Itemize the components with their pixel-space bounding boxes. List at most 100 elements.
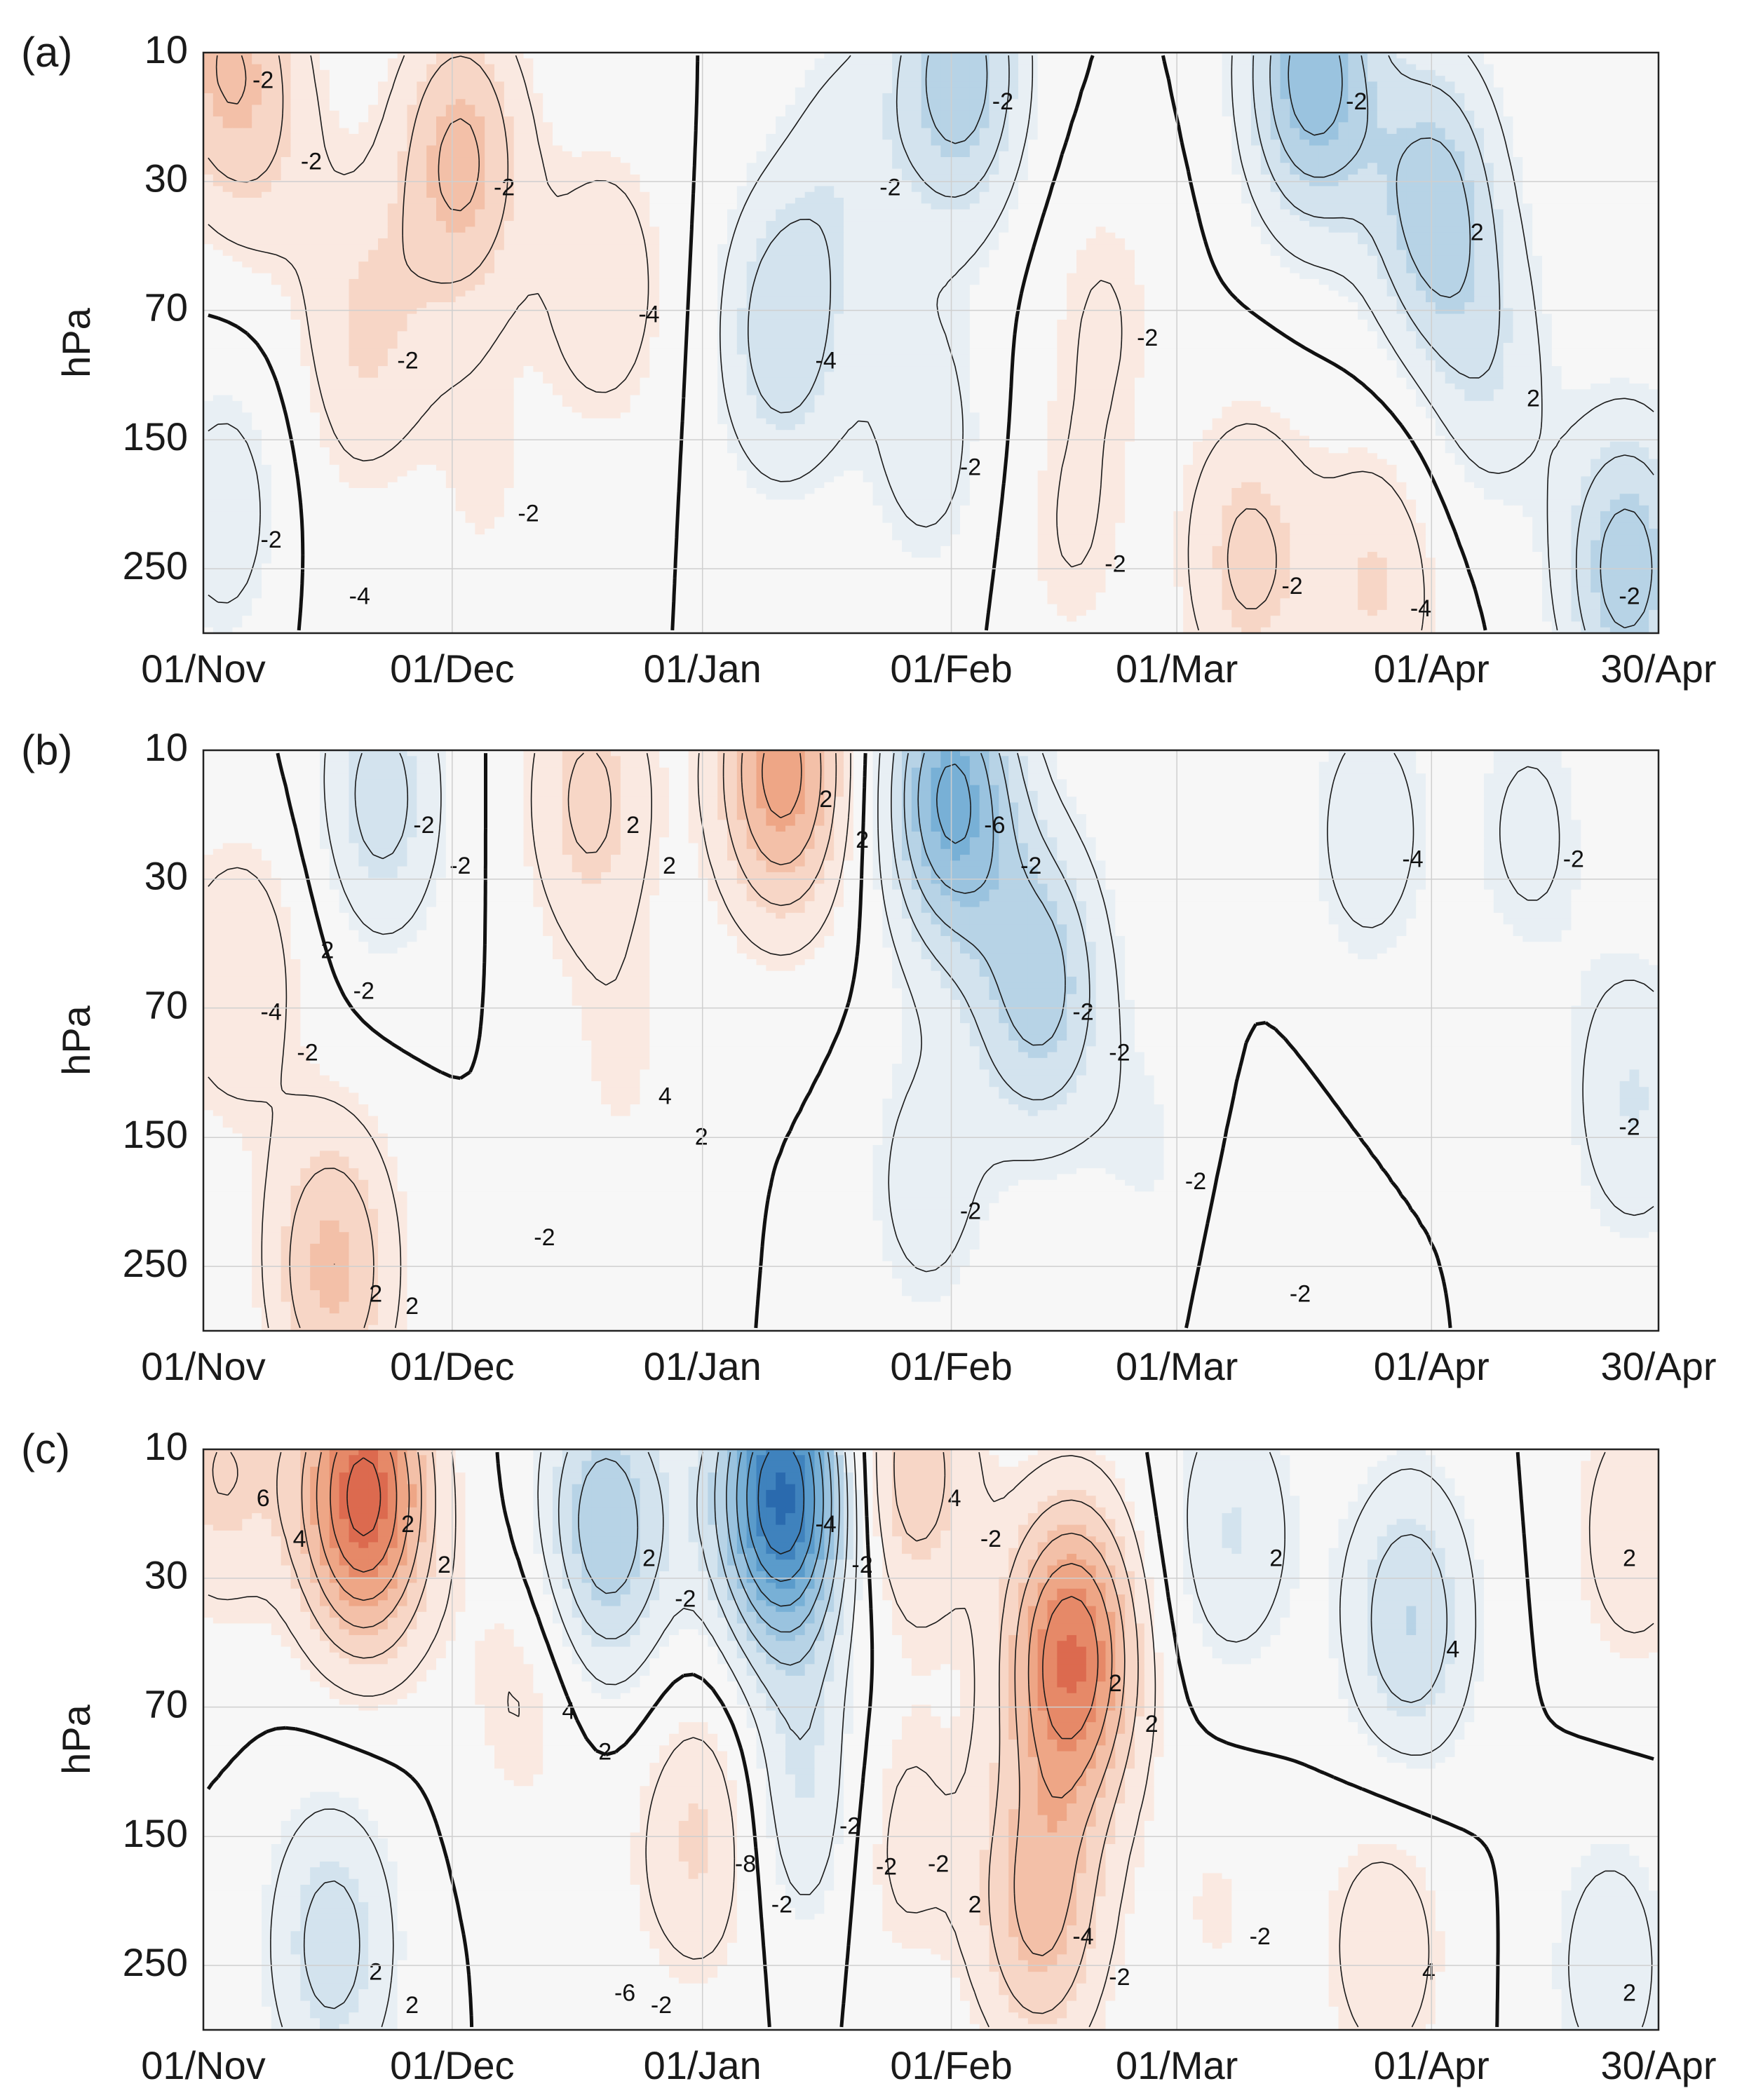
heatmap-cell — [872, 53, 883, 59]
heatmap-cell — [1241, 104, 1252, 111]
heatmap-cell — [1057, 215, 1067, 222]
heatmap-cell — [1163, 215, 1174, 222]
heatmap-cell — [475, 128, 485, 135]
heatmap-cell — [504, 151, 515, 158]
heatmap-cell — [1590, 93, 1601, 100]
heatmap-cell — [1367, 163, 1378, 170]
heatmap-cell — [562, 116, 573, 123]
heatmap-cell — [1338, 81, 1349, 88]
heatmap-cell — [1600, 168, 1611, 175]
heatmap-cell — [950, 215, 961, 222]
heatmap-cell — [1348, 163, 1358, 170]
heatmap-cell — [1629, 104, 1640, 111]
heatmap-cell — [1008, 157, 1019, 163]
heatmap-cell — [1503, 198, 1514, 204]
heatmap-cell — [1193, 232, 1203, 239]
heatmap-cell — [1241, 168, 1252, 175]
heatmap-cell — [1406, 174, 1417, 181]
heatmap-cell — [902, 157, 912, 163]
heatmap-cell — [262, 69, 272, 76]
heatmap-cell — [678, 104, 689, 111]
heatmap-cell — [999, 69, 1009, 76]
heatmap-cell — [1212, 76, 1223, 82]
heatmap-cell — [1095, 151, 1107, 158]
heatmap-cell — [669, 215, 680, 222]
heatmap-cell — [727, 53, 738, 59]
heatmap-cell — [329, 238, 340, 245]
heatmap-cell — [475, 145, 485, 152]
heatmap-cell — [1435, 81, 1446, 88]
heatmap-cell — [349, 110, 359, 117]
heatmap-cell — [1590, 238, 1601, 245]
heatmap-cell — [1484, 226, 1494, 233]
heatmap-cell — [242, 180, 252, 187]
heatmap-cell — [281, 140, 292, 147]
heatmap-cell — [1057, 116, 1067, 123]
heatmap-cell — [1609, 157, 1621, 163]
heatmap-cell — [776, 191, 786, 198]
heatmap-cell — [1057, 122, 1067, 129]
heatmap-cell — [1551, 180, 1562, 187]
heatmap-cell — [620, 209, 631, 216]
heatmap-cell — [1522, 122, 1533, 129]
heatmap-cell — [1163, 93, 1174, 100]
heatmap-cell — [776, 140, 786, 147]
heatmap-cell — [776, 145, 786, 152]
heatmap-cell — [1018, 215, 1029, 222]
heatmap-cell — [1493, 198, 1504, 204]
heatmap-cell — [1348, 116, 1358, 123]
heatmap-cell — [1600, 81, 1611, 88]
heatmap-cell — [853, 133, 864, 140]
heatmap-cell — [397, 186, 408, 193]
heatmap-cell — [1581, 232, 1591, 239]
heatmap-cell — [1619, 163, 1630, 170]
heatmap-cell — [1406, 215, 1417, 222]
heatmap-cell — [1018, 221, 1029, 227]
heatmap-cell — [329, 186, 340, 193]
heatmap-cell — [999, 64, 1009, 71]
heatmap-cell — [1464, 145, 1475, 152]
heatmap-cell — [591, 232, 602, 239]
heatmap-cell — [1386, 209, 1398, 216]
heatmap-cell — [911, 226, 922, 233]
heatmap-cell — [465, 226, 475, 233]
heatmap-cell — [504, 104, 515, 111]
heatmap-cell — [1163, 128, 1174, 135]
heatmap-cell — [1619, 186, 1630, 193]
heatmap-cell — [1173, 76, 1184, 82]
heatmap-cell — [1076, 76, 1087, 82]
heatmap-cell — [455, 191, 466, 198]
heatmap-cell — [1435, 215, 1446, 222]
heatmap-cell — [659, 116, 670, 123]
heatmap-cell — [1309, 226, 1320, 233]
heatmap-cell — [378, 140, 389, 147]
heatmap-cell — [727, 145, 738, 152]
heatmap-cell — [824, 104, 835, 111]
heatmap-cell — [562, 157, 573, 163]
heatmap-cell — [814, 133, 825, 140]
heatmap-cell — [1057, 93, 1067, 100]
heatmap-cell — [562, 64, 573, 71]
heatmap-cell — [756, 58, 766, 65]
heatmap-cell — [1135, 163, 1145, 170]
heatmap-cell — [1649, 81, 1659, 88]
heatmap-cell — [1037, 186, 1048, 193]
heatmap-cell — [960, 180, 971, 187]
heatmap-cell — [1522, 76, 1533, 82]
heatmap-cell — [1027, 215, 1039, 222]
heatmap-cell — [1367, 128, 1378, 135]
heatmap-cell — [1590, 122, 1601, 129]
heatmap-cell — [1144, 99, 1155, 106]
heatmap-cell — [475, 180, 485, 187]
heatmap-cell — [553, 198, 563, 204]
heatmap-cell — [553, 191, 563, 198]
heatmap-cell — [1222, 174, 1232, 181]
heatmap-cell — [368, 99, 379, 106]
heatmap-cell — [1027, 186, 1039, 193]
heatmap-cell — [572, 58, 583, 65]
heatmap-cell — [834, 163, 844, 170]
heatmap-cell — [1260, 140, 1271, 147]
heatmap-cell — [252, 215, 262, 222]
heatmap-cell — [504, 122, 515, 129]
heatmap-cell — [1522, 140, 1533, 147]
